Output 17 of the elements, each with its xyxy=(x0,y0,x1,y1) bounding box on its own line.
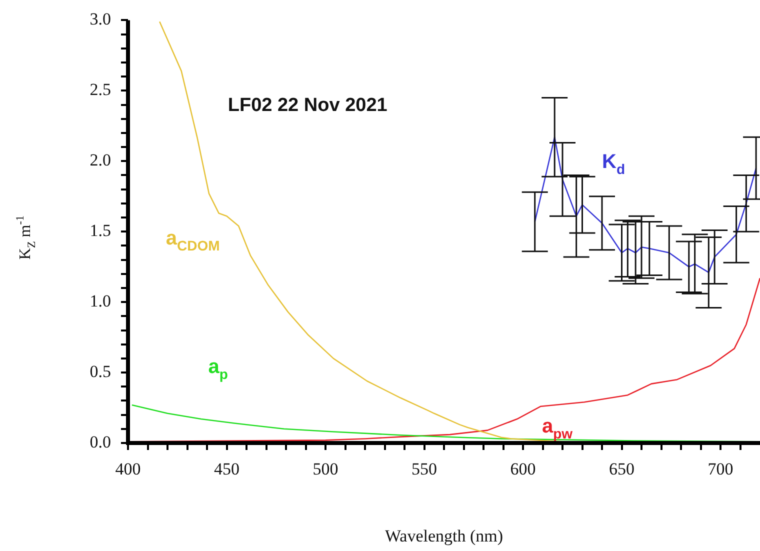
x-tick-label: 400 xyxy=(115,460,141,479)
x-axis-title: Wavelength (nm) xyxy=(384,526,504,546)
y-tick-label: 2.5 xyxy=(90,80,111,100)
annotation: LF02 22 Nov 2021 xyxy=(228,95,388,116)
x-tick-label: 500 xyxy=(312,460,338,479)
y-tick-label: 1.0 xyxy=(90,292,111,311)
x-tick-label: 450 xyxy=(214,460,240,479)
y-tick-label: 2.0 xyxy=(90,150,111,170)
x-tick-label: 650 xyxy=(609,460,634,479)
y-tick-label: 0.0 xyxy=(90,432,111,452)
y-tick-label: 1.5 xyxy=(90,221,111,240)
y-tick-label: 3.0 xyxy=(90,10,111,29)
y-axis-title: KZ m-1 xyxy=(14,215,38,260)
x-tick-label: 600 xyxy=(510,460,536,479)
y-tick-label: 0.5 xyxy=(90,362,111,381)
x-tick-label: 550 xyxy=(412,460,437,479)
x-tick-label: 700 xyxy=(708,460,734,479)
